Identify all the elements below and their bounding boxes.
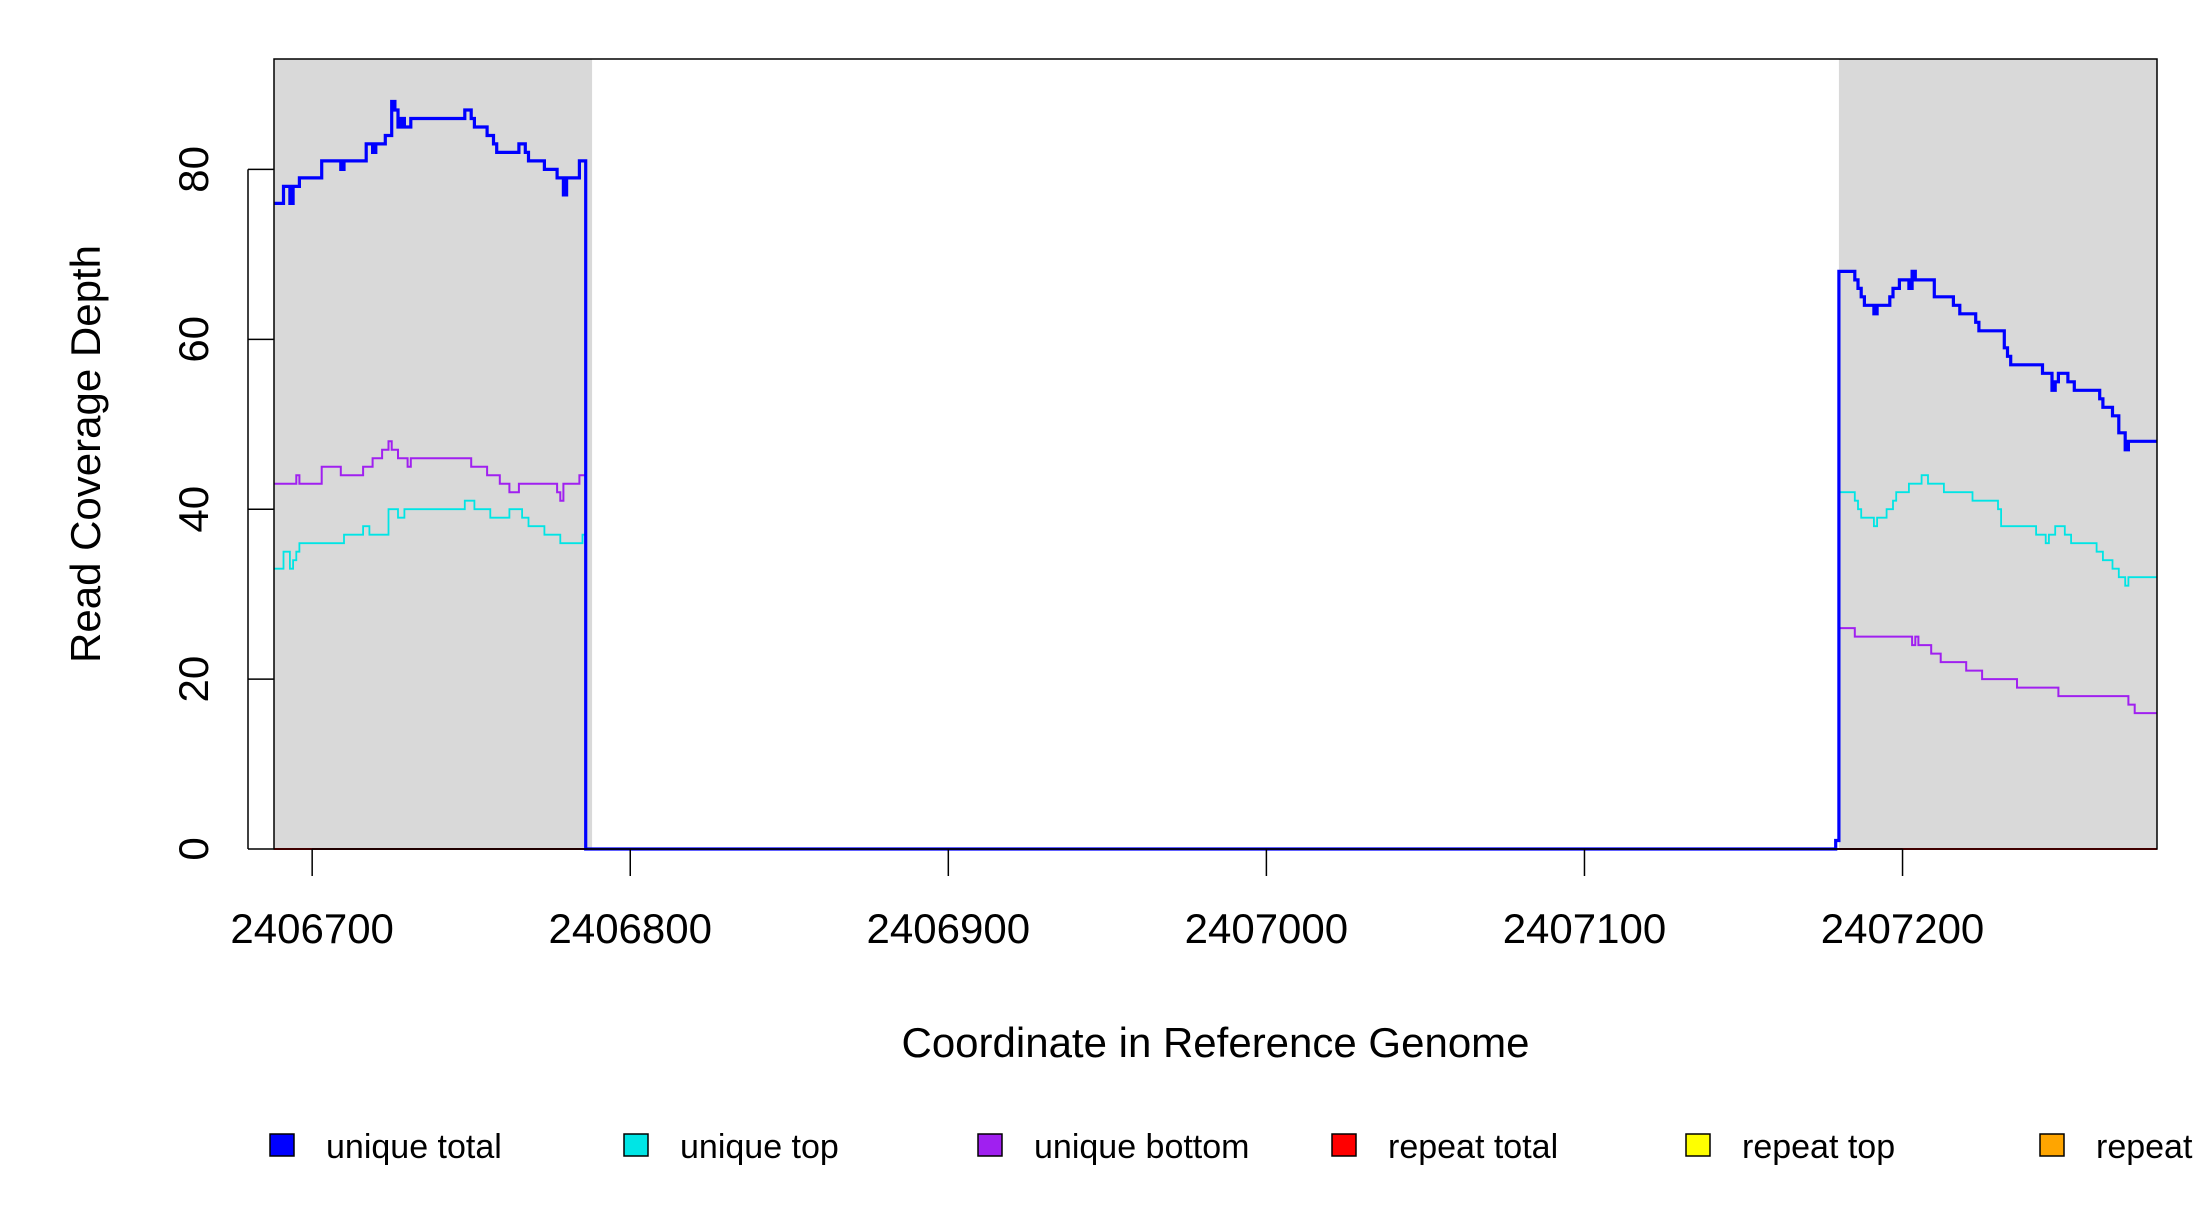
x-tick-label: 2406900 bbox=[867, 905, 1031, 952]
y-axis-label: Read Coverage Depth bbox=[62, 245, 109, 663]
y-tick-label: 60 bbox=[170, 316, 217, 363]
x-axis: 2406700 2406800 2406900 2407000 2407100 24072… bbox=[230, 848, 1985, 952]
legend: unique total unique top unique bottom repea… bbox=[269, 1128, 2200, 1166]
series-line-unique-top bbox=[274, 474, 2157, 850]
y-tick-label: 20 bbox=[170, 656, 217, 703]
legend-label-unique-total: unique total bbox=[326, 1128, 502, 1166]
legend-label-repeat-top: repeat top bbox=[1742, 1128, 1895, 1166]
legend-label-repeat-bottom: repeat bottom bbox=[2096, 1128, 2200, 1166]
series-line-unique-total bbox=[274, 99, 2157, 851]
shaded-region-2 bbox=[1838, 59, 2157, 849]
legend-swatch-unique-bottom bbox=[977, 1133, 1003, 1157]
x-tick-label: 2406800 bbox=[548, 905, 712, 952]
shaded-regions bbox=[274, 59, 2157, 849]
y-axis: 0 20 40 60 80 bbox=[170, 146, 274, 861]
y-tick-label: 40 bbox=[170, 486, 217, 533]
legend-swatch-repeat-top bbox=[1685, 1133, 1711, 1157]
x-axis-label: Coordinate in Reference Genome bbox=[901, 1019, 1529, 1066]
legend-label-repeat-total: repeat total bbox=[1388, 1128, 1558, 1166]
legend-swatch-repeat-total bbox=[1331, 1133, 1357, 1157]
shaded-region-1 bbox=[274, 59, 593, 849]
x-tick-label: 2407000 bbox=[1185, 905, 1349, 952]
x-tick-label: 2407200 bbox=[1821, 905, 1985, 952]
y-tick-label: 80 bbox=[170, 146, 217, 193]
y-tick-label: 0 bbox=[170, 837, 217, 860]
series-line-unique-bottom bbox=[274, 440, 2157, 850]
legend-swatch-unique-total bbox=[269, 1133, 295, 1157]
x-tick-label: 2406700 bbox=[230, 905, 394, 952]
x-tick-label: 2407100 bbox=[1503, 905, 1667, 952]
legend-label-unique-top: unique top bbox=[680, 1128, 839, 1166]
legend-label-unique-bottom: unique bottom bbox=[1034, 1128, 1250, 1166]
legend-swatch-unique-top bbox=[623, 1133, 649, 1157]
legend-swatch-repeat-bottom bbox=[2039, 1133, 2065, 1157]
